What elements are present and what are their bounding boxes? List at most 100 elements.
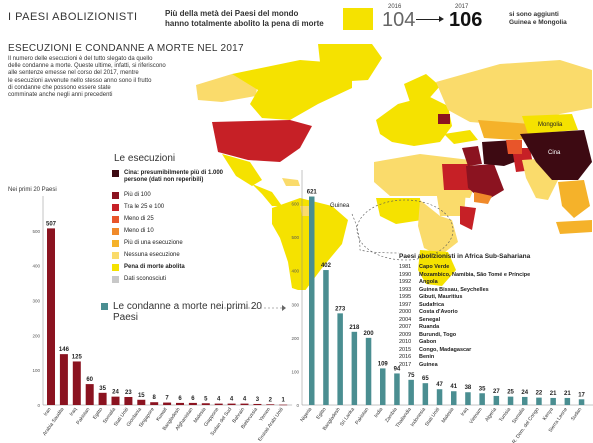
intro-line: alle sentenze emesse nel corso del 2017,… [8, 70, 139, 77]
sentences-chart-bar [465, 392, 471, 405]
sentences-chart-category-label: Tunisia [498, 407, 512, 424]
executions-chart-bar [240, 403, 249, 405]
sentences-chart-data-label: 273 [335, 306, 346, 312]
sentences-chart-bar [351, 331, 358, 405]
sentences-chart-data-label: 621 [307, 190, 318, 196]
section-intro: Il numero delle esecuzioni è del tutto s… [8, 56, 168, 99]
executions-chart-category-label: Iran [43, 407, 53, 418]
sentences-chart-category-label: Sri Lanka [339, 407, 356, 428]
map-china [520, 130, 592, 180]
sentences-chart-data-label: 35 [479, 386, 486, 392]
sentences-chart-category-label: Egitto [315, 407, 327, 421]
sentences-chart-bar [394, 373, 400, 405]
intro-line: Il numero delle esecuzioni è del tutto s… [8, 56, 153, 62]
executions-chart-data-label: 2 [269, 397, 273, 403]
executions-chart-bar [85, 384, 94, 405]
map-usa [212, 120, 312, 162]
map-sudan [436, 190, 466, 216]
sentences-chart-y-tick-label: 100 [291, 369, 299, 374]
sentences-chart-bar [479, 393, 485, 405]
map-europe [376, 96, 452, 146]
value-2017: 106 [449, 9, 483, 31]
sentences-chart-bar [380, 368, 386, 405]
africa-list-row: 2015 Congo, Madagascar [399, 347, 589, 355]
legend-swatch [112, 263, 119, 271]
africa-abolitionist-list: Paesi abolizionisti in Africa Sub-Sahari… [399, 253, 589, 369]
header-note: si sono aggiunti Guinea e Mongolia [509, 11, 567, 27]
executions-chart-bar [227, 403, 236, 405]
header-text: Più della metà dei Paesi del mondo hanno… [165, 9, 324, 29]
sentences-chart-bar [550, 397, 556, 405]
executions-chart-bar [163, 402, 172, 405]
executions-chart-data-label: 35 [99, 386, 106, 392]
header-text-line: Più della metà dei Paesi del mondo [165, 9, 299, 18]
executions-chart-data-label: 4 [243, 397, 247, 403]
executions-chart-bar [98, 392, 107, 405]
sentences-chart-category-label: Malesia [441, 407, 456, 425]
executions-chart-data-label: 146 [59, 347, 70, 353]
africa-list-year: 2016 [399, 354, 412, 360]
sentences-chart-bar [522, 396, 528, 405]
executions-chart-y-tick-label: 100 [32, 368, 40, 373]
africa-list-year: 2007 [399, 324, 412, 330]
sentences-chart-data-label: 94 [394, 366, 401, 372]
africa-list-row: 1990 Mozambico, Namibia, São Tomé e Prínc… [399, 272, 589, 280]
sentences-chart-category-label: Pakistan [354, 407, 370, 426]
executions-chart-data-label: 1 [282, 398, 286, 404]
header-note-line: Guinea e Mongolia [509, 19, 567, 26]
legend-label: Tra le 25 e 100 [124, 203, 165, 210]
legend-swatch [112, 191, 119, 199]
sentences-chart-category-label: Vietnam [468, 407, 483, 425]
executions-chart-y-tick-label: 200 [32, 333, 40, 338]
legend-label: Meno di 10 [124, 227, 154, 234]
africa-list-countries: Angola [419, 279, 438, 285]
legend-label: Meno di 25 [124, 215, 154, 222]
africa-list-countries: Congo, Madagascar [419, 346, 472, 353]
executions-chart-category-label: Pakistan [75, 407, 91, 426]
africa-list-countries: Ruanda [419, 324, 440, 330]
legend-label: Pena di morte abolita [124, 263, 185, 270]
executions-chart-data-label: 8 [153, 395, 157, 401]
map-central-america [252, 184, 282, 206]
sentences-chart-bar [365, 337, 372, 405]
executions-chart-category-label: Iraq [69, 407, 79, 418]
world-map: Mongolia Cina Guinea [196, 44, 592, 290]
sentences-chart-data-label: 21 [550, 391, 557, 397]
map-caribbean [282, 178, 300, 186]
map-somalia [460, 206, 476, 230]
value-2016: 104 [382, 9, 416, 31]
africa-list-countries: Mozambico, Namibia, São Tomé e Príncipe [419, 271, 531, 278]
africa-list-year: 2010 [399, 339, 412, 345]
intro-line: le esecuzioni avvenute nello stesso anno… [8, 77, 152, 84]
chart2-color-swatch [101, 303, 108, 310]
executions-chart-data-label: 7 [165, 396, 169, 402]
africa-list-year: 1993 [399, 286, 412, 293]
sentences-chart-bar [564, 397, 571, 405]
map-afghanistan [506, 140, 522, 154]
executions-chart-data-label: 5 [204, 396, 208, 402]
legend-swatch [112, 203, 119, 211]
legend-label: Più di 100 [124, 191, 151, 198]
sentences-chart-y-tick-label: 400 [291, 269, 299, 274]
executions-chart-bar [47, 228, 55, 405]
sentences-chart-category-label: India [373, 407, 384, 420]
sentences-chart-data-label: 22 [536, 391, 543, 397]
map-label-guinea: Guinea [330, 203, 350, 209]
africa-list-year: 2015 [399, 346, 412, 353]
africa-list-row: 2016 Benin [399, 354, 589, 362]
map-indonesia [556, 220, 592, 234]
sentences-chart-y-tick-label: 600 [291, 202, 299, 207]
africa-list-year: 2004 [399, 316, 412, 323]
executions-chart-y-tick-label: 400 [32, 264, 40, 269]
africa-list-year: 1981 [399, 264, 412, 270]
intro-line: delle condanne a morte. Queste ultime, i… [8, 63, 166, 70]
legend-label: Dati sconosciuti [124, 275, 167, 282]
map-mongolia [522, 114, 578, 134]
africa-list-row: 2004 Senegal [399, 317, 589, 325]
africa-list-countries: Costa d'Avorio [419, 309, 458, 315]
africa-list-row: 2009 Burundi, Togo [399, 332, 589, 340]
executions-chart-data-label: 23 [125, 390, 132, 396]
legend-title: Le esecuzioni [114, 153, 176, 164]
